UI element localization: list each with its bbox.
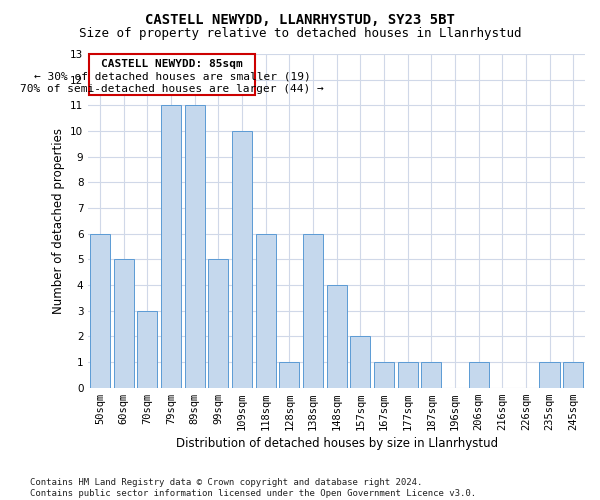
Bar xyxy=(279,362,299,388)
Bar xyxy=(137,310,157,388)
Bar xyxy=(161,106,181,388)
Bar xyxy=(185,106,205,388)
Bar xyxy=(89,54,255,95)
Text: CASTELL NEWYDD: 85sqm: CASTELL NEWYDD: 85sqm xyxy=(101,60,243,70)
Bar xyxy=(326,285,347,388)
Y-axis label: Number of detached properties: Number of detached properties xyxy=(52,128,65,314)
X-axis label: Distribution of detached houses by size in Llanrhystud: Distribution of detached houses by size … xyxy=(176,437,497,450)
Bar xyxy=(469,362,488,388)
Text: Size of property relative to detached houses in Llanrhystud: Size of property relative to detached ho… xyxy=(79,28,521,40)
Bar xyxy=(350,336,370,388)
Bar xyxy=(398,362,418,388)
Bar xyxy=(539,362,560,388)
Text: Contains HM Land Registry data © Crown copyright and database right 2024.
Contai: Contains HM Land Registry data © Crown c… xyxy=(30,478,476,498)
Bar xyxy=(113,260,134,388)
Text: CASTELL NEWYDD, LLANRHYSTUD, SY23 5BT: CASTELL NEWYDD, LLANRHYSTUD, SY23 5BT xyxy=(145,12,455,26)
Bar xyxy=(374,362,394,388)
Bar xyxy=(563,362,583,388)
Bar xyxy=(208,260,229,388)
Text: 70% of semi-detached houses are larger (44) →: 70% of semi-detached houses are larger (… xyxy=(20,84,324,94)
Bar xyxy=(256,234,276,388)
Bar xyxy=(303,234,323,388)
Bar xyxy=(90,234,110,388)
Bar xyxy=(232,131,252,388)
Text: ← 30% of detached houses are smaller (19): ← 30% of detached houses are smaller (19… xyxy=(34,72,311,82)
Bar xyxy=(421,362,442,388)
